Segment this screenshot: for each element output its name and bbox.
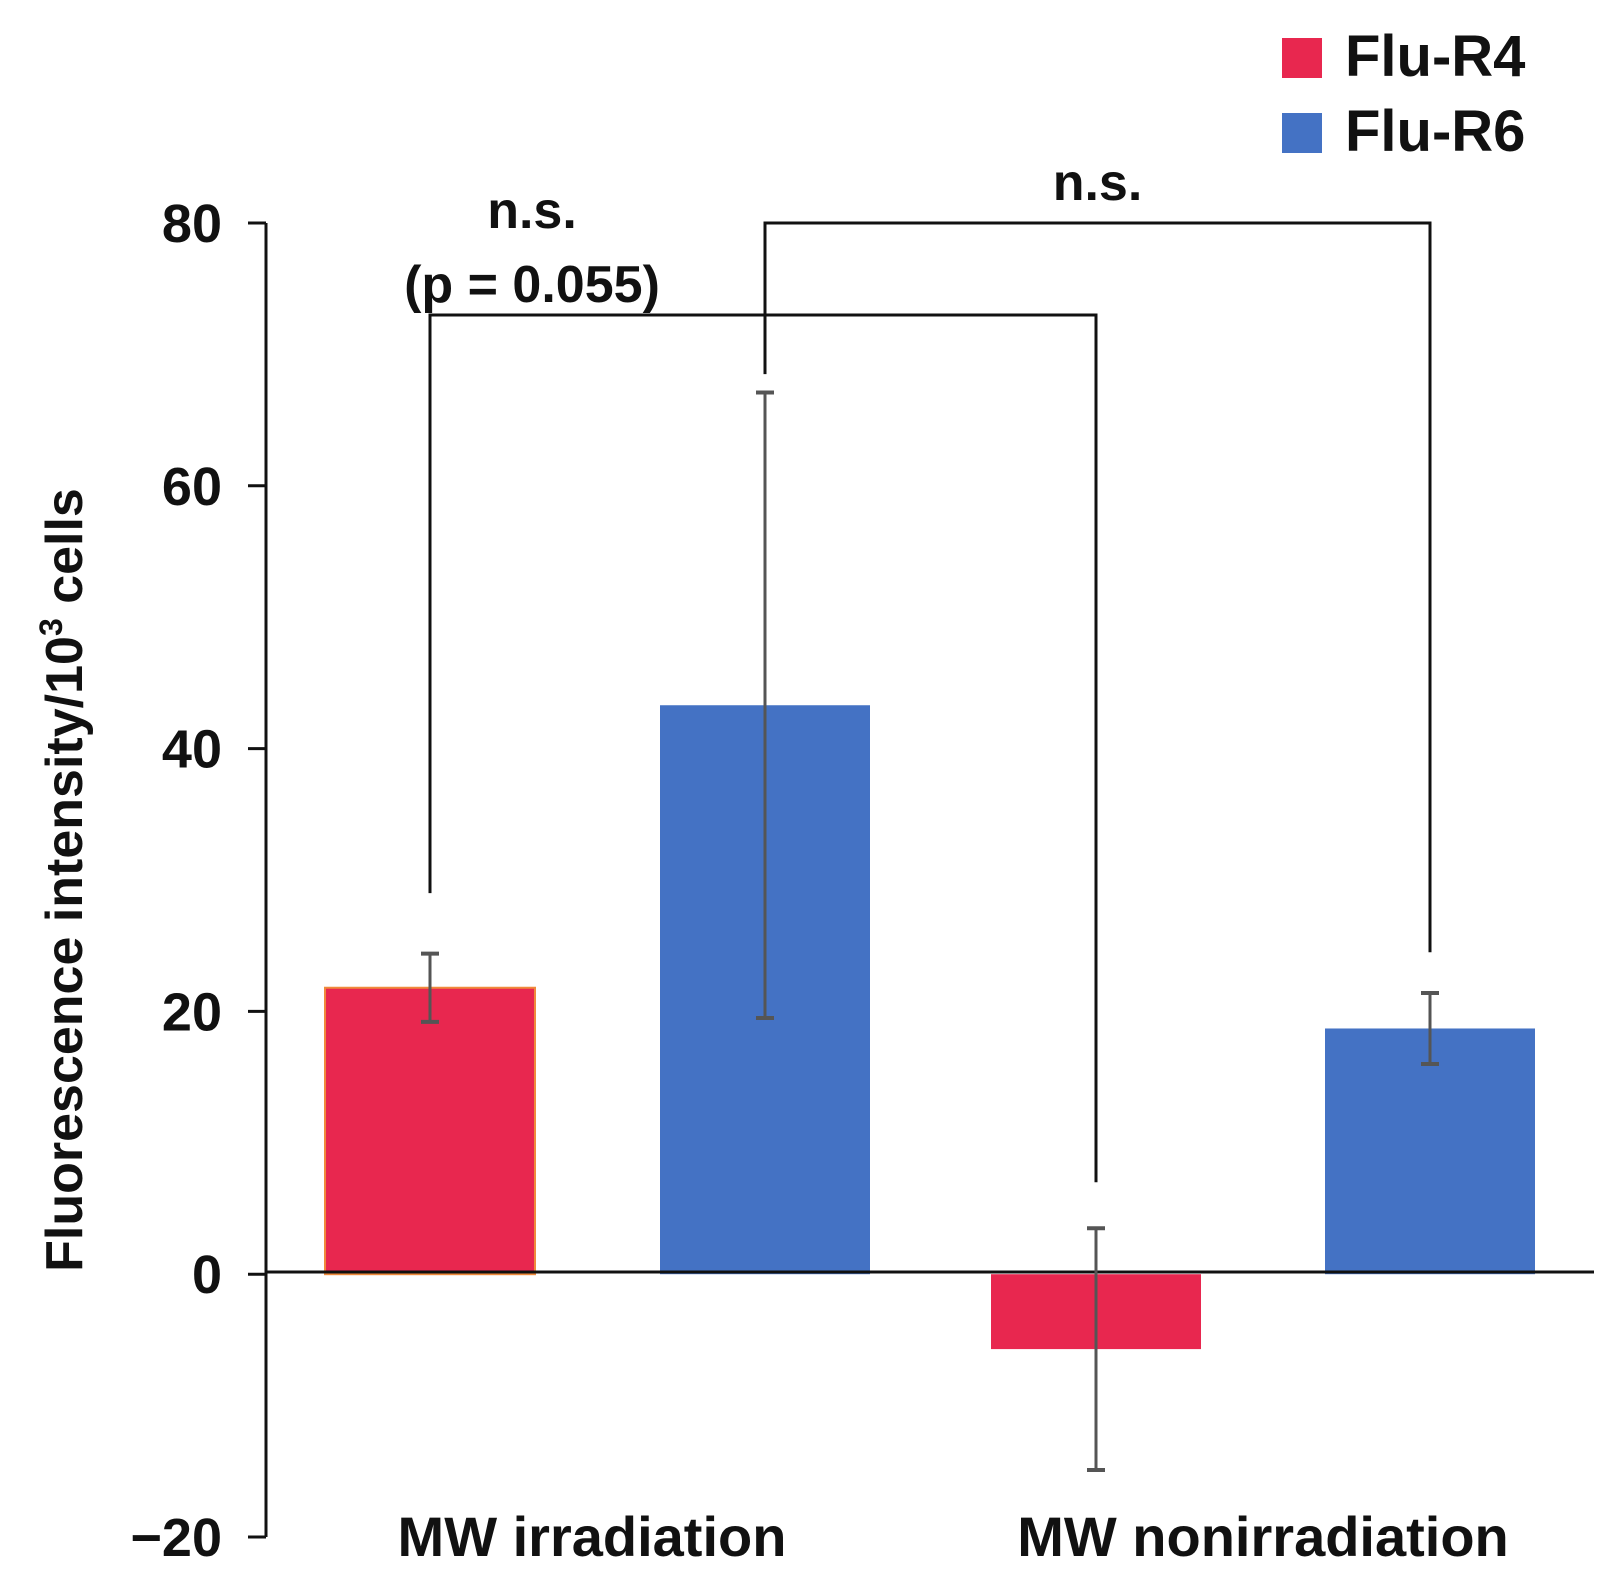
error-bar-flu-r4-nonirradiation: [1087, 1226, 1105, 1472]
significance-label: n.s.: [1053, 154, 1143, 212]
significance-layer: n.s. (p = 0.055) n.s.: [404, 154, 1432, 1183]
y-axis-title: Fluorescence intensity/103 cells: [33, 488, 94, 1272]
category-label-irradiation: MW irradiation: [398, 1505, 787, 1568]
category-labels: MW irradiation MW nonirradiation: [398, 1505, 1509, 1568]
error-bar-flu-r6-irradiation: [756, 390, 774, 1020]
significance-bracket-2: n.s.: [763, 154, 1432, 953]
y-tick-label: 20: [162, 982, 222, 1042]
bracket-line: [763, 221, 1432, 953]
legend-label-flu-r6: Flu-R6: [1345, 99, 1525, 164]
y-axis-title-suffix: cells: [36, 488, 94, 618]
significance-label: (p = 0.055): [404, 256, 660, 314]
legend-swatch-flu-r4: [1282, 38, 1322, 78]
bracket-line: [428, 313, 1098, 1183]
legend-label-flu-r4: Flu-R4: [1345, 24, 1525, 89]
error-bar-flu-r4-irradiation: [421, 951, 439, 1024]
bars-layer: [324, 705, 1535, 1350]
significance-label: n.s.: [487, 182, 577, 240]
y-axis-title-main: Fluorescence intensity/10: [36, 636, 94, 1272]
ticks-layer: −20 0 20 40 60 80: [130, 194, 266, 1568]
bar-flu-r4-irradiation: [324, 986, 536, 1276]
legend-swatch-flu-r6: [1282, 113, 1322, 153]
legend: Flu-R4 Flu-R6: [1282, 24, 1525, 164]
y-tick-label: 80: [162, 194, 222, 254]
y-tick-label: 60: [162, 457, 222, 517]
bar-flu-r6-nonirradiation: [1325, 1028, 1535, 1275]
category-label-nonirradiation: MW nonirradiation: [1017, 1505, 1509, 1568]
y-tick-label: 0: [192, 1245, 222, 1305]
y-tick-label: 40: [162, 720, 222, 780]
y-tick-label: −20: [130, 1508, 222, 1568]
axis-layer: [264, 223, 1594, 1537]
error-bar-flu-r6-nonirradiation: [1421, 991, 1439, 1066]
errors-layer: [421, 390, 1439, 1472]
y-axis-title-sup: 3: [33, 618, 69, 636]
significance-bracket-1: n.s. (p = 0.055): [404, 182, 1098, 1183]
